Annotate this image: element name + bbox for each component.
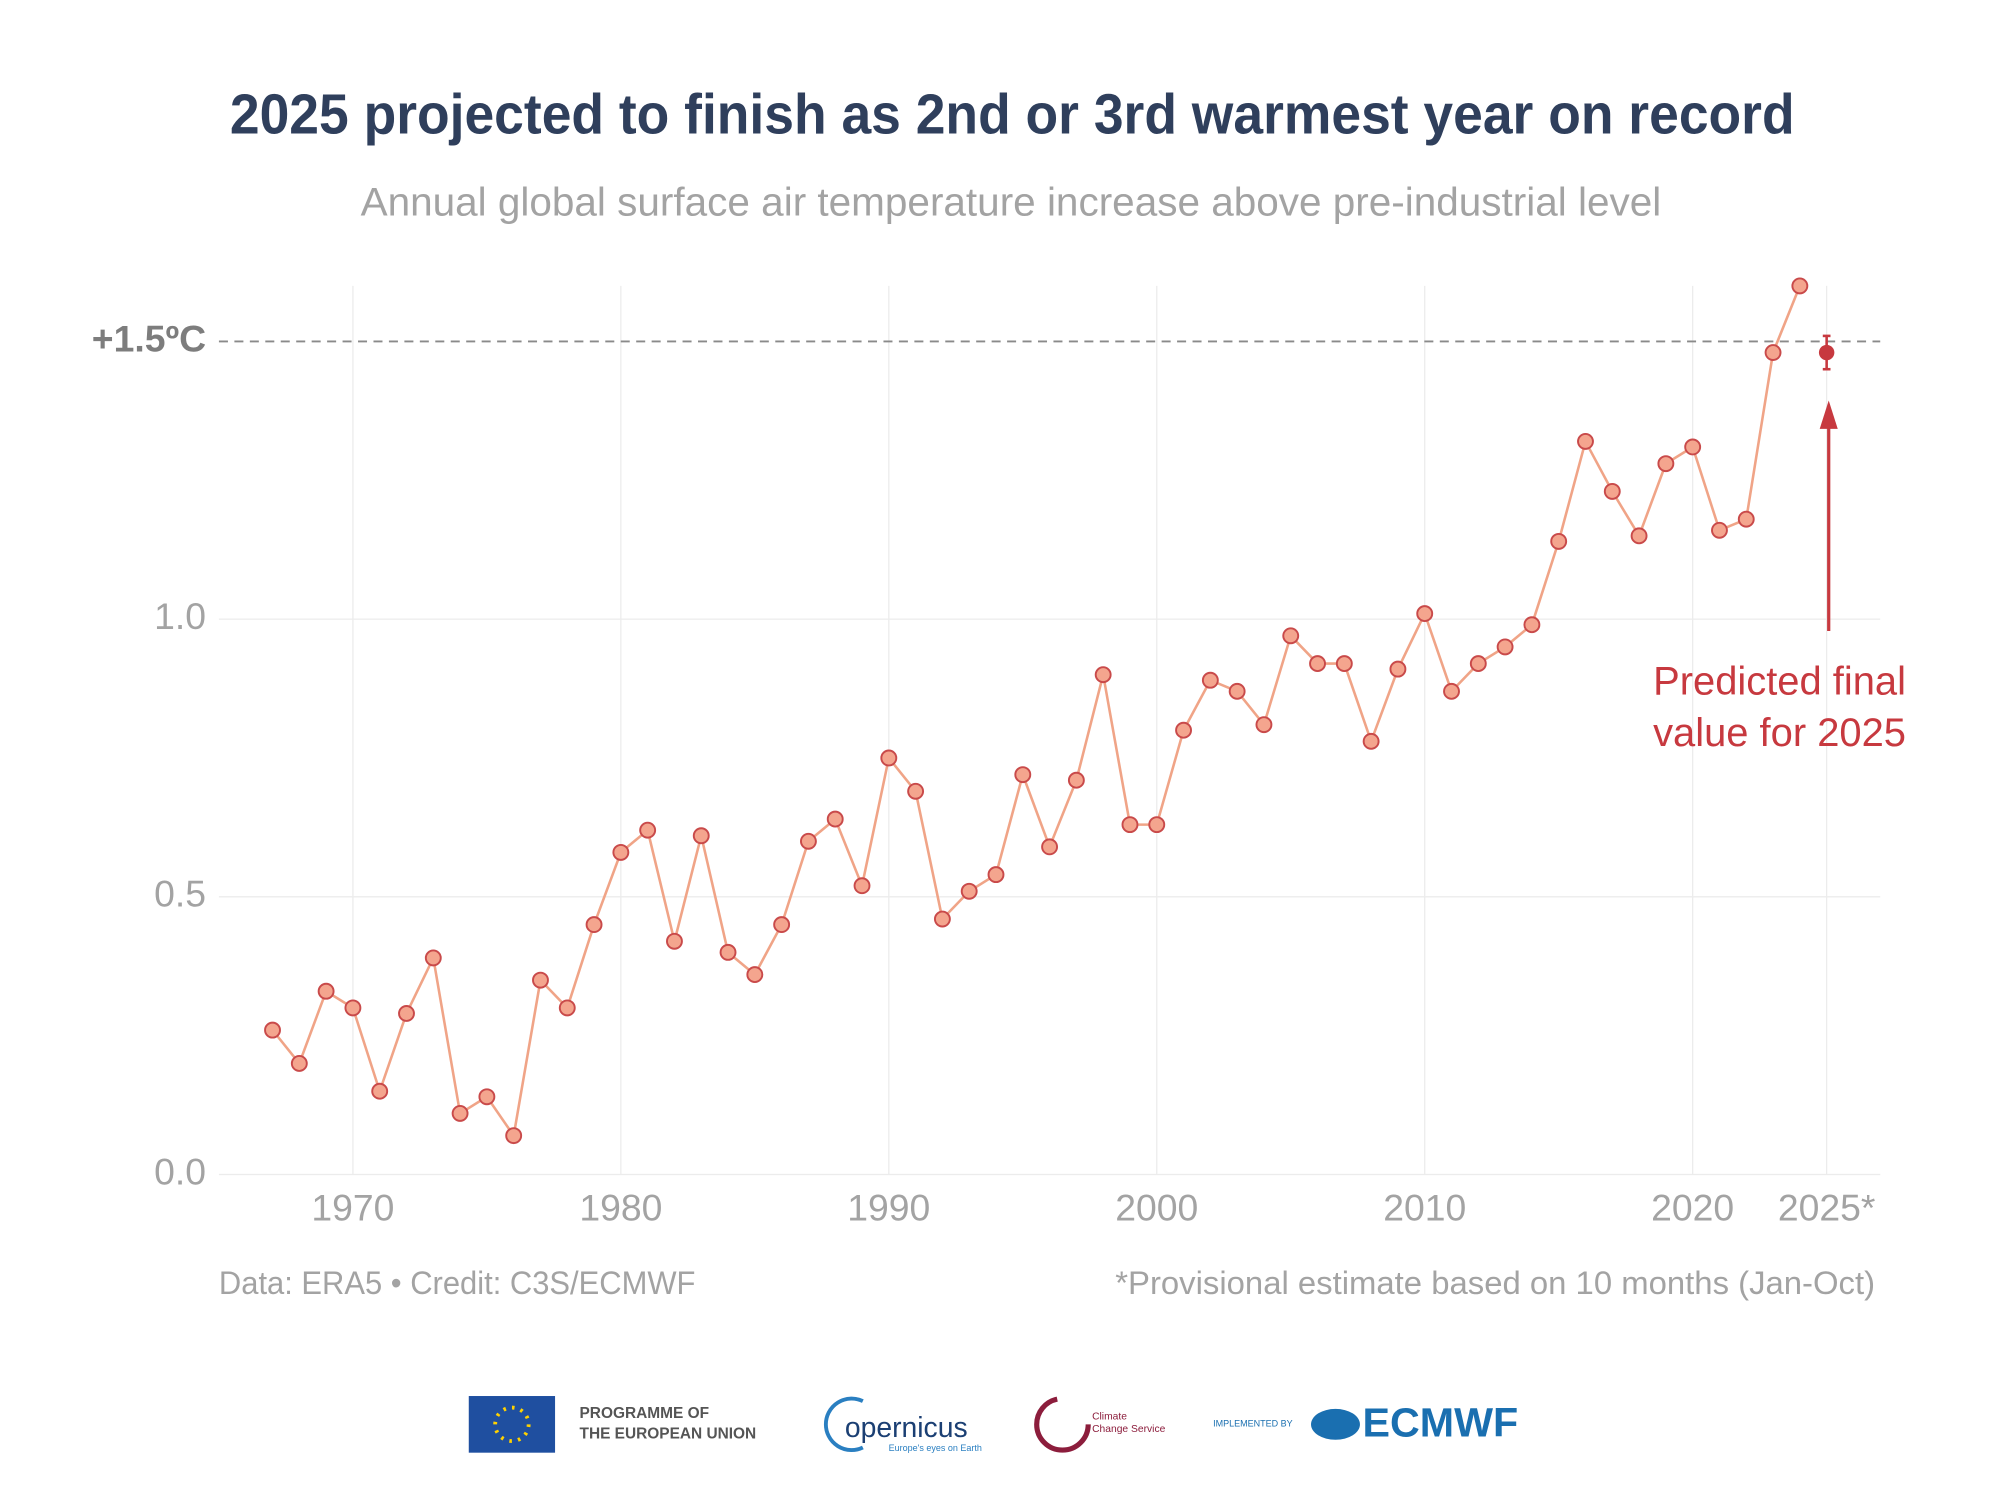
data-point — [398, 1005, 415, 1022]
data-point — [1148, 816, 1166, 834]
data-line — [271, 285, 1802, 1139]
data-point — [344, 999, 362, 1017]
eu-text: PROGRAMME OF — [580, 1405, 710, 1422]
data-point — [1282, 627, 1300, 645]
annotation-text: value for 2025 — [1653, 711, 1906, 755]
data-point — [1041, 838, 1059, 856]
footnote: *Provisional estimate based on 10 months… — [1115, 1265, 1875, 1301]
data-point — [532, 971, 549, 989]
x-tick-label: 1990 — [847, 1186, 930, 1228]
data-point — [290, 1055, 308, 1072]
data-point — [1309, 655, 1326, 673]
implemented-text: IMPLEMENTED BY — [1213, 1419, 1293, 1429]
copernicus-text: opernicus — [845, 1412, 968, 1444]
data-point — [1094, 666, 1112, 684]
data-point — [1630, 527, 1648, 545]
estimate-point — [1818, 344, 1835, 361]
x-tick-label: 2010 — [1383, 1186, 1466, 1228]
data-point — [746, 966, 764, 984]
data-point — [799, 832, 817, 850]
data-point — [1496, 638, 1514, 656]
data-point — [1121, 816, 1139, 834]
y-tick-label: 1.0 — [154, 595, 206, 637]
data-point — [933, 910, 951, 928]
data-point — [1362, 732, 1380, 750]
data-point — [1228, 682, 1246, 700]
ecmwf-icon — [1311, 1408, 1360, 1440]
climate-icon — [1034, 1396, 1091, 1453]
eu-flag — [468, 1396, 556, 1453]
ecmwf-text: ECMWF — [1363, 1400, 1519, 1446]
data-point — [264, 1021, 281, 1039]
data-point — [666, 932, 683, 950]
data-point — [371, 1082, 389, 1100]
data-point — [880, 749, 898, 767]
source-note: Data: ERA5 • Credit: C3S/ECMWF — [219, 1265, 695, 1301]
data-point — [1014, 766, 1032, 784]
copernicus-c — [824, 1396, 864, 1453]
data-point — [1711, 521, 1728, 539]
data-point — [1469, 655, 1487, 673]
climate-text: Climate — [1092, 1411, 1127, 1422]
data-point — [1175, 721, 1192, 739]
chart-title: 2025 projected to finish as 2nd or 3rd w… — [230, 83, 1795, 146]
data-point — [960, 882, 978, 900]
data-point — [826, 810, 844, 828]
data-point — [1657, 455, 1675, 473]
data-point — [505, 1127, 523, 1145]
plot-area: 1970 1980 1990 2000 2010 2020 2025* 0.0 0.5 1.0 +1… — [92, 277, 1906, 1228]
eu-text: THE EUROPEAN UNION — [580, 1426, 757, 1443]
x-tick-label: 2025* — [1778, 1186, 1876, 1228]
data-point — [987, 866, 1005, 884]
data-point — [1550, 532, 1568, 550]
data-point — [907, 782, 925, 800]
data-point — [1684, 438, 1702, 456]
data-point — [1791, 277, 1809, 295]
data-point — [1737, 510, 1755, 528]
x-tick-label: 2000 — [1115, 1186, 1198, 1228]
climate-text: Change Service — [1092, 1424, 1166, 1435]
data-point — [1764, 344, 1782, 361]
copernicus-tagline: Europe's eyes on Earth — [889, 1443, 982, 1453]
data-point — [1523, 616, 1541, 634]
logos: PROGRAMME OF THE EUROPEAN UNION opernicu… — [468, 1396, 1519, 1453]
data-point — [1416, 605, 1434, 623]
data-point — [1335, 655, 1353, 673]
data-point — [639, 821, 657, 839]
x-tick-label: 2020 — [1651, 1186, 1734, 1228]
data-point — [317, 982, 335, 1000]
data-point — [692, 827, 710, 845]
y-tick-label: 0.5 — [154, 873, 206, 915]
data-point — [1201, 671, 1219, 689]
x-tick-label: 1970 — [311, 1186, 394, 1228]
data-point — [1255, 716, 1273, 734]
data-point — [773, 916, 791, 934]
data-point — [853, 877, 871, 895]
data-point — [1443, 682, 1460, 700]
data-point — [585, 916, 603, 934]
data-point — [558, 999, 576, 1017]
data-point — [1577, 432, 1594, 450]
data-point — [1603, 482, 1621, 500]
data-point — [451, 1104, 469, 1122]
data-point — [1389, 660, 1407, 678]
data-point — [719, 943, 737, 961]
annotation-arrowhead — [1819, 400, 1838, 429]
data-point — [424, 949, 442, 967]
data-point — [1067, 771, 1085, 789]
x-tick-label: 1980 — [579, 1186, 662, 1228]
chart-subtitle: Annual global surface air temperature in… — [361, 180, 1662, 224]
data-point — [612, 843, 630, 861]
eu-stars — [493, 1405, 531, 1444]
annotation-text: Predicted final — [1653, 659, 1906, 703]
y-tick-label: 0.0 — [154, 1150, 206, 1192]
threshold-label: +1.5ºC — [92, 317, 206, 359]
data-point — [478, 1088, 496, 1106]
